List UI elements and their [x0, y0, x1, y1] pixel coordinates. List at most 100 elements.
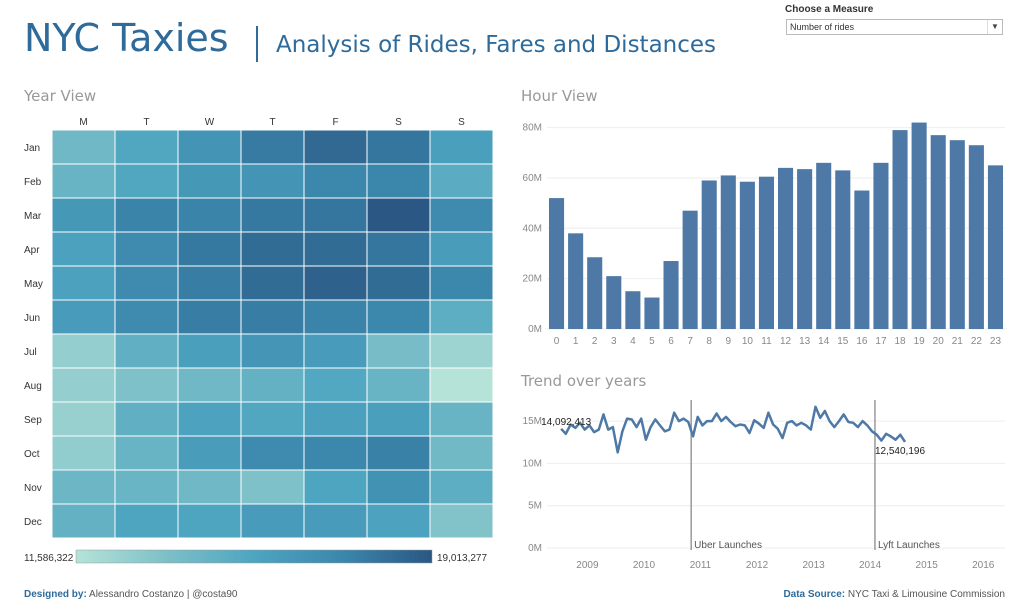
dashboard-title: NYC Taxies	[24, 16, 229, 60]
heatmap-cell	[177, 163, 242, 199]
heatmap-cell	[177, 231, 242, 267]
heatmap-cell	[366, 367, 431, 403]
bar-hour	[587, 257, 603, 329]
trend-last-value-label: 12,540,196	[875, 446, 925, 457]
trend-event-label: Uber Launches	[694, 540, 762, 551]
bar-hour	[778, 167, 794, 329]
heatmap-cell	[240, 469, 305, 505]
heatmap-cell	[429, 435, 494, 471]
heatmap-cell	[177, 367, 242, 403]
heatmap-cell	[240, 333, 305, 369]
heatmap-cell	[366, 197, 431, 233]
title-divider	[256, 26, 258, 62]
trend-x-tick-label: 2014	[859, 560, 882, 571]
heatmap-cell	[366, 435, 431, 471]
heatmap-cell	[240, 299, 305, 335]
heatmap-cell	[429, 401, 494, 437]
heatmap-cell	[51, 367, 116, 403]
trend-first-value-label: 14,092,413	[541, 417, 591, 428]
bar-x-tick-label: 2	[592, 336, 598, 347]
heatmap-cell	[51, 299, 116, 335]
designer-handle[interactable]: @costa90	[192, 589, 238, 600]
bar-x-tick-label: 4	[630, 336, 636, 347]
heatmap-cell	[429, 469, 494, 505]
bar-hour	[892, 130, 908, 329]
bar-x-tick-label: 12	[780, 336, 792, 347]
bar-y-tick-label: 60M	[523, 173, 542, 184]
bar-x-tick-label: 14	[818, 336, 830, 347]
heatmap-cell	[240, 435, 305, 471]
heatmap-cell	[114, 163, 179, 199]
heatmap-cell	[51, 265, 116, 301]
bar-hour	[549, 198, 565, 329]
heatmap-cell	[366, 469, 431, 505]
measure-filter-label: Choose a Measure	[785, 4, 874, 15]
heatmap-column-label: M	[79, 117, 87, 128]
dashboard-subtitle: Analysis of Rides, Fares and Distances	[276, 32, 717, 58]
heatmap-cell	[51, 503, 116, 539]
heatmap-cell	[429, 367, 494, 403]
heatmap-cell	[114, 503, 179, 539]
trend-x-tick-label: 2016	[972, 560, 995, 571]
heatmap-cell	[177, 469, 242, 505]
heatmap-cell	[303, 231, 368, 267]
heatmap-cell	[51, 333, 116, 369]
measure-dropdown[interactable]: Number of rides ▼	[786, 19, 1003, 35]
trend-x-tick-label: 2012	[746, 560, 769, 571]
bar-hour	[930, 135, 946, 329]
bar-x-tick-label: 16	[856, 336, 868, 347]
color-legend-min-label: 11,586,322	[24, 553, 74, 564]
heatmap-cell	[303, 163, 368, 199]
trend-x-tick-label: 2015	[916, 560, 939, 571]
data-source-label: Data Source:	[783, 589, 846, 600]
bar-x-tick-label: 0	[554, 336, 560, 347]
bar-hour	[568, 233, 584, 329]
bar-x-tick-label: 17	[875, 336, 887, 347]
heatmap-cell	[429, 129, 494, 165]
heatmap-cell	[51, 401, 116, 437]
bar-x-tick-label: 9	[726, 336, 732, 347]
heatmap-cell	[51, 231, 116, 267]
heatmap-cell	[114, 299, 179, 335]
heatmap-cell	[114, 197, 179, 233]
heatmap-cell	[366, 163, 431, 199]
trend-y-tick-label: 15M	[523, 416, 542, 427]
bar-x-tick-label: 23	[990, 336, 1002, 347]
heatmap-row-label: Jan	[24, 143, 40, 154]
bar-x-tick-label: 7	[687, 336, 693, 347]
trend-event-label: Lyft Launches	[878, 540, 940, 551]
bar-y-tick-label: 40M	[523, 223, 542, 234]
bar-hour	[987, 165, 1003, 329]
heatmap-cell	[303, 129, 368, 165]
heatmap-row-label: Dec	[24, 517, 42, 528]
trend-x-tick-label: 2009	[576, 560, 599, 571]
heatmap-cell	[177, 197, 242, 233]
heatmap-row-label: May	[24, 279, 43, 290]
heatmap-cell	[114, 469, 179, 505]
heatmap-row-label: Sep	[24, 415, 42, 426]
bar-hour	[873, 162, 889, 329]
heatmap-cell	[177, 265, 242, 301]
heatmap-row-label: Aug	[24, 381, 42, 392]
heatmap-row-label: Jun	[24, 313, 40, 324]
heatmap-cell	[366, 401, 431, 437]
heatmap-cell	[114, 231, 179, 267]
trend-x-tick-label: 2010	[633, 560, 656, 571]
heatmap-cell	[303, 503, 368, 539]
heatmap-column-label: W	[205, 117, 215, 128]
bar-y-tick-label: 0M	[528, 324, 542, 335]
bar-hour	[758, 176, 774, 329]
heatmap-cell	[366, 231, 431, 267]
heatmap-cell	[51, 163, 116, 199]
heatmap-cell	[429, 333, 494, 369]
heatmap-row-label: Jul	[24, 347, 37, 358]
heatmap-row-label: Nov	[24, 483, 42, 494]
footer-credits: Designed by: Alessandro Costanzo | @cost…	[24, 589, 237, 600]
heatmap-cell	[429, 503, 494, 539]
trend-y-tick-label: 10M	[523, 458, 542, 469]
chevron-down-icon[interactable]: ▼	[987, 20, 1002, 34]
heatmap-cell	[303, 265, 368, 301]
heatmap-cell	[177, 333, 242, 369]
bar-x-tick-label: 20	[933, 336, 945, 347]
hour-view-title: Hour View	[521, 87, 598, 105]
